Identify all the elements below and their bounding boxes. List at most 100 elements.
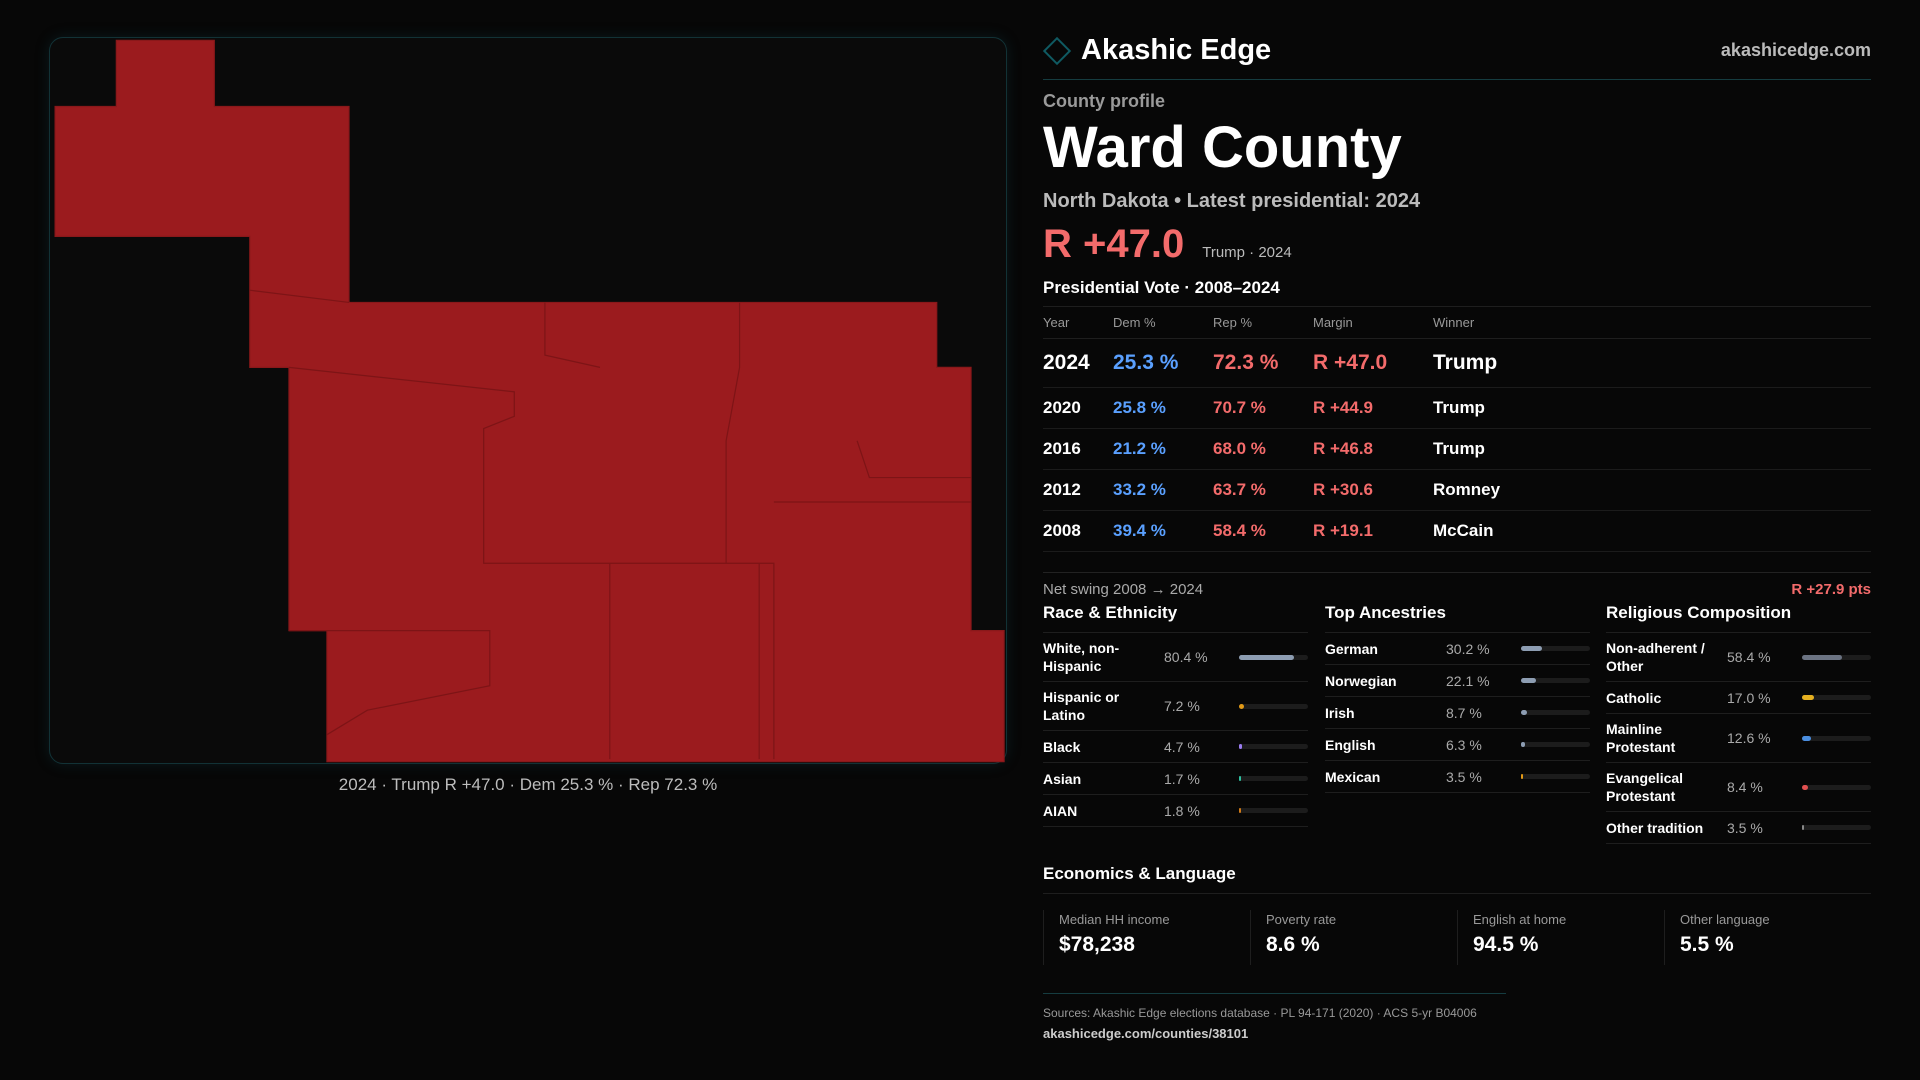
vote-row: 2008 39.4 % 58.4 % R +19.1 McCain <box>1043 510 1871 552</box>
religion-row: Catholic 17.0 % <box>1606 682 1871 714</box>
map-caption: 2024 · Trump R +47.0 · Dem 25.3 % · Rep … <box>338 775 718 794</box>
item-pct: 6.3 % <box>1446 736 1482 753</box>
bar-fill <box>1802 825 1805 830</box>
ancestry-row: Irish 8.7 % <box>1325 697 1590 729</box>
vote-cell: 72.3 % <box>1213 338 1313 388</box>
item-pct: 3.5 % <box>1727 819 1763 836</box>
religion-row: Non-adherent / Other 58.4 % <box>1606 633 1871 682</box>
bar-fill <box>1239 744 1243 749</box>
vote-cell: 39.4 % <box>1113 510 1213 552</box>
page-title: Ward County <box>1043 115 1402 180</box>
vote-row: 2024 25.3 % 72.3 % R +47.0 Trump <box>1043 338 1871 388</box>
divider <box>1043 993 1506 994</box>
vote-cell: R +47.0 <box>1313 338 1433 388</box>
county-url[interactable]: akashicedge.com/counties/38101 <box>1043 1026 1249 1041</box>
vote-cell: R +46.8 <box>1313 428 1433 470</box>
vote-cell: McCain <box>1433 510 1871 552</box>
brand-name: Akashic Edge <box>1081 34 1272 66</box>
vote-cell: 21.2 % <box>1113 428 1213 470</box>
bar-fill <box>1239 654 1295 660</box>
bar-fill <box>1521 646 1542 651</box>
item-name: German <box>1325 640 1378 657</box>
net-swing: Net swing 2008 → 2024 R +27.9 pts <box>1043 572 1871 598</box>
vote-cell: 2016 <box>1043 428 1113 470</box>
vote-cell: Trump <box>1433 338 1871 388</box>
section-label: County profile <box>1043 91 1165 111</box>
race-row: AIAN 1.8 % <box>1043 795 1308 827</box>
swing-value: R +27.9 pts <box>1791 581 1871 598</box>
vote-cell: Romney <box>1433 469 1871 511</box>
vote-row: 2020 25.8 % 70.7 % R +44.9 Trump <box>1043 387 1871 429</box>
vote-cell: R +44.9 <box>1313 387 1433 429</box>
bar-track <box>1521 646 1590 651</box>
bar-track <box>1521 678 1590 683</box>
diamond-logo-icon <box>1042 36 1072 65</box>
bar-fill <box>1521 678 1537 683</box>
stat-other-language: Other language 5.5 % <box>1664 910 1871 965</box>
bar-track <box>1521 774 1590 779</box>
stat-label: Median HH income <box>1059 912 1170 927</box>
sources: Sources: Akashic Edge elections database… <box>1043 1006 1477 1020</box>
vote-cell: R +30.6 <box>1313 469 1433 511</box>
brand: Akashic Edge <box>1042 34 1871 67</box>
item-name: Mainline Protestant <box>1606 721 1676 755</box>
vote-row: 2016 21.2 % 68.0 % R +46.8 Trump <box>1043 428 1871 470</box>
item-name: Non-adherent / Other <box>1606 640 1705 674</box>
item-name: AIAN <box>1043 802 1078 819</box>
site-link[interactable]: akashicedge.com <box>1720 40 1871 60</box>
stat-value: 94.5 % <box>1473 933 1539 956</box>
item-name: Asian <box>1043 770 1082 787</box>
item-name: Black <box>1043 738 1081 755</box>
headline-margin: R +47.0 Trump · 2024 <box>1043 222 1871 267</box>
item-name: Hispanic or Latino <box>1043 689 1120 723</box>
bar-track <box>1239 744 1308 749</box>
subtitle: North Dakota • Latest presidential: 2024 <box>1043 190 1421 212</box>
item-pct: 4.7 % <box>1164 738 1200 755</box>
vote-cell: 68.0 % <box>1213 428 1313 470</box>
race-row: Asian 1.7 % <box>1043 763 1308 795</box>
item-name: Evangelical Protestant <box>1606 770 1684 804</box>
economics-title: Economics & Language <box>1043 864 1871 894</box>
vote-cell: 2024 <box>1043 338 1113 388</box>
margin-note: Trump · 2024 <box>1202 244 1292 261</box>
vote-cell: 58.4 % <box>1213 510 1313 552</box>
item-name: Other tradition <box>1606 819 1704 836</box>
col-year: Year <box>1043 306 1113 339</box>
swing-label: Net swing 2008 → 2024 <box>1043 581 1204 598</box>
vote-cell: Trump <box>1433 428 1871 470</box>
bar-track <box>1802 735 1871 741</box>
stat-value: 5.5 % <box>1680 933 1734 956</box>
item-name: Catholic <box>1606 689 1662 706</box>
bar-track <box>1521 710 1590 715</box>
vote-cell: 33.2 % <box>1113 469 1213 511</box>
race-row: Hispanic or Latino 7.2 % <box>1043 682 1308 731</box>
bar-track <box>1802 825 1871 830</box>
ancestry-row: Norwegian 22.1 % <box>1325 665 1590 697</box>
race-row: White, non-Hispanic 80.4 % <box>1043 633 1308 682</box>
vote-table: Year Dem % Rep % Margin Winner 2024 25.3 … <box>1043 306 1871 552</box>
item-pct: 1.8 % <box>1164 802 1200 819</box>
item-pct: 8.4 % <box>1727 779 1763 795</box>
bar-track <box>1802 695 1871 700</box>
county-map[interactable] <box>49 37 1007 764</box>
vote-cell: 63.7 % <box>1213 469 1313 511</box>
item-pct: 17.0 % <box>1727 689 1771 706</box>
stat-english: English at home 94.5 % <box>1457 910 1664 965</box>
bar-fill <box>1239 703 1244 709</box>
item-pct: 58.4 % <box>1727 649 1771 665</box>
item-pct: 1.7 % <box>1164 770 1200 787</box>
margin-value: R +47.0 <box>1043 222 1185 266</box>
bar-track <box>1239 654 1308 660</box>
bar-fill <box>1521 742 1526 747</box>
item-name: Irish <box>1325 704 1355 721</box>
bar-fill <box>1802 735 1811 741</box>
bar-track <box>1239 703 1308 709</box>
bar-fill <box>1802 654 1843 660</box>
stat-label: English at home <box>1473 912 1567 927</box>
vote-cell: R +19.1 <box>1313 510 1433 552</box>
votes-title: Presidential Vote · 2008–2024 <box>1043 278 1280 297</box>
race-row: Black 4.7 % <box>1043 731 1308 763</box>
divider <box>1043 79 1871 80</box>
item-pct: 80.4 % <box>1164 649 1208 665</box>
vote-cell: 2008 <box>1043 510 1113 552</box>
